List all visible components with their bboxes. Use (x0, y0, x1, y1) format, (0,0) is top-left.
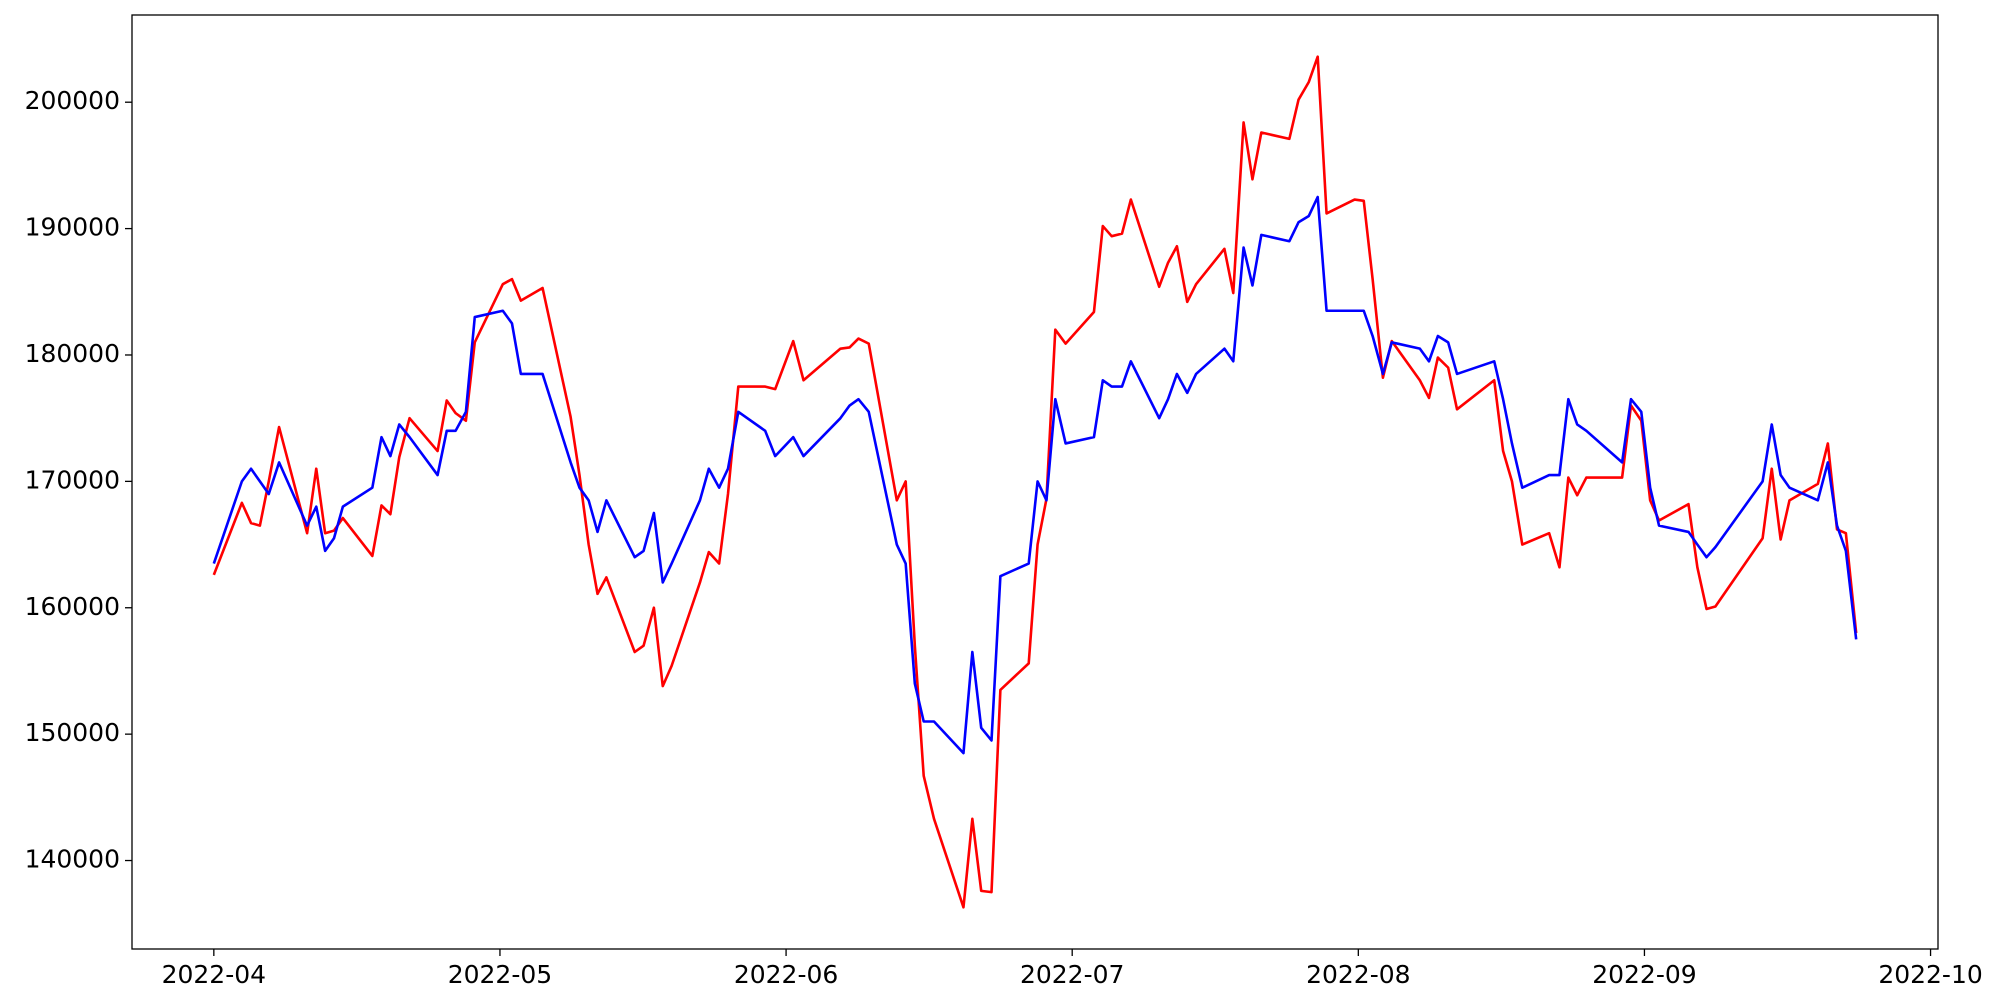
y-tick-label: 140000 (25, 845, 120, 874)
y-tick-label: 170000 (25, 465, 120, 494)
x-tick-label: 2022-10 (1878, 960, 1982, 989)
x-tick-label: 2022-07 (1020, 960, 1124, 989)
x-tick-label: 2022-05 (448, 960, 552, 989)
y-tick-label: 150000 (25, 718, 120, 747)
series-line (212, 55, 1858, 909)
y-tick-label: 200000 (25, 86, 120, 115)
x-tick-label: 2022-08 (1306, 960, 1410, 989)
series-line (212, 195, 1858, 755)
x-tick-label: 2022-09 (1592, 960, 1696, 989)
plot-frame (131, 14, 1939, 950)
x-tick-label: 2022-04 (162, 960, 266, 989)
y-tick-label: 180000 (25, 339, 120, 368)
y-tick-label: 190000 (25, 213, 120, 242)
y-tick-label: 160000 (25, 592, 120, 621)
x-tick-label: 2022-06 (734, 960, 838, 989)
